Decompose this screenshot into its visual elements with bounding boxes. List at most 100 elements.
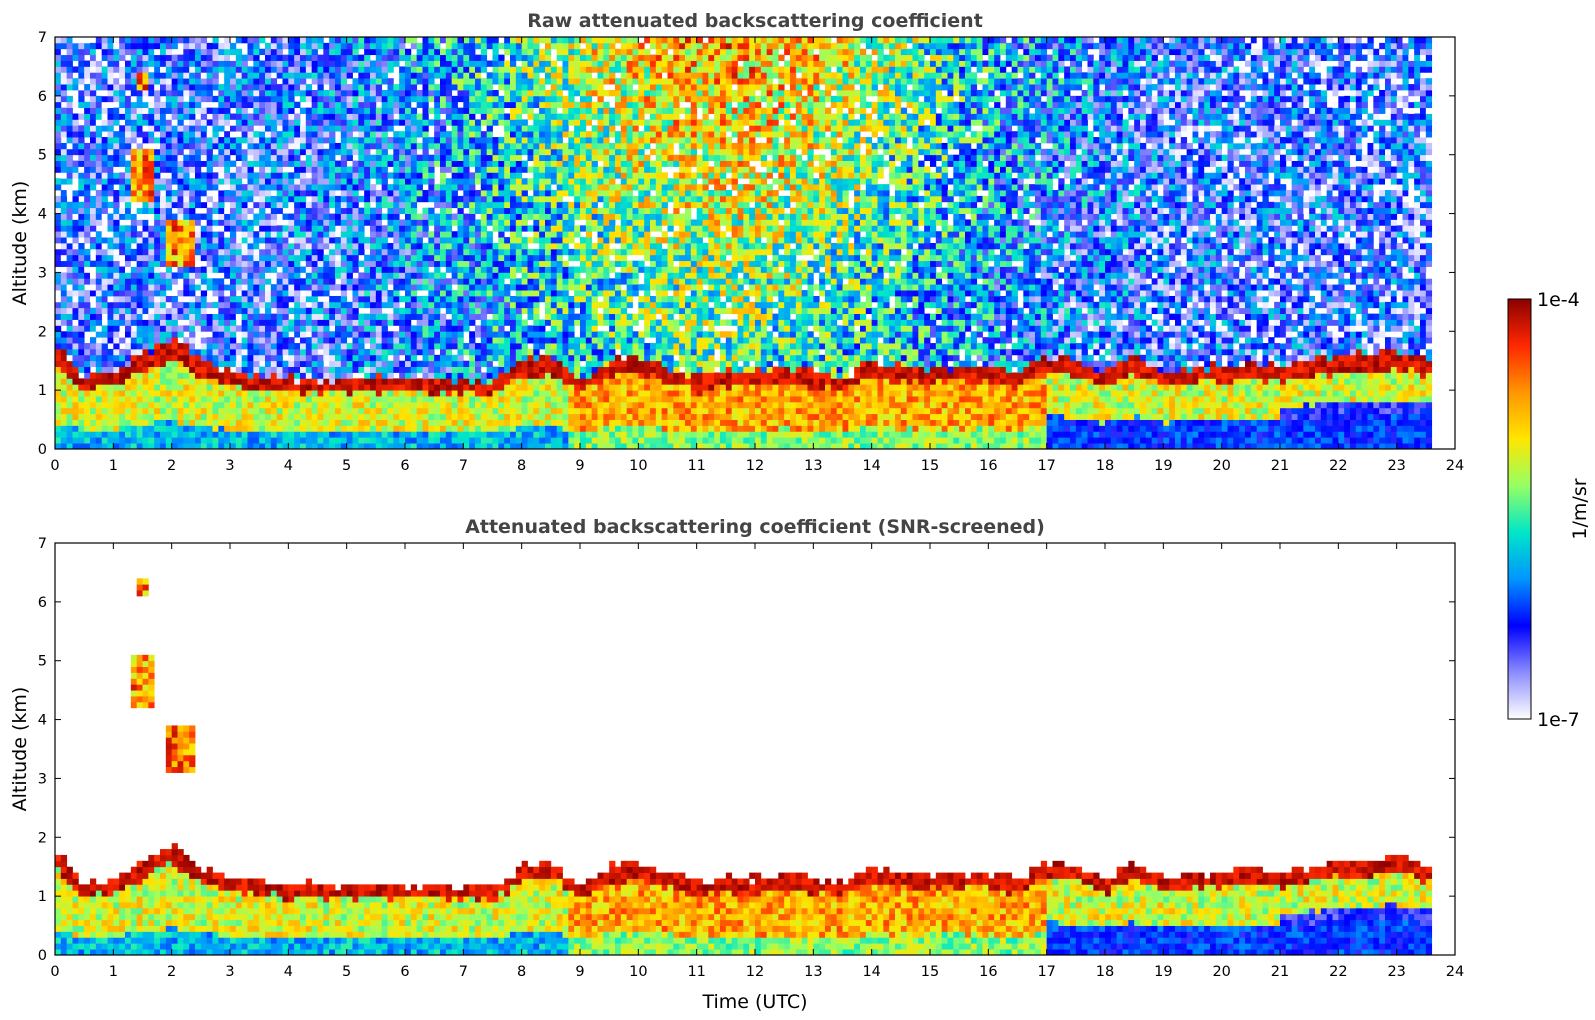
heatmap-cell [498,401,505,409]
heatmap-cell [375,142,383,150]
heatmap-cell [55,360,62,367]
heatmap-cell [276,354,283,362]
heatmap-cell [311,72,318,79]
heatmap-cell [66,295,73,303]
heatmap-cell [492,101,499,109]
heatmap-cell [136,254,143,262]
heatmap-cell [84,260,91,267]
heatmap-cell [323,243,330,250]
heatmap-cell [475,354,482,362]
heatmap-cell [235,101,243,109]
heatmap-cell [148,272,155,279]
heatmap-cell [78,101,85,109]
heatmap-cell [183,284,190,291]
heatmap-cell [107,160,114,167]
heatmap-cell [393,60,400,67]
heatmap-cell [364,201,371,209]
heatmap-cell [416,343,423,350]
heatmap-cell [218,225,225,232]
heatmap-cell [410,213,418,220]
heatmap-cell [206,78,213,85]
heatmap-cell [119,295,126,303]
heatmap-cell [253,231,260,238]
heatmap-cell [445,360,453,367]
heatmap-cell [206,119,213,126]
heatmap-cell [101,266,108,273]
heatmap-cell [265,113,272,120]
heatmap-cell [200,95,208,103]
heatmap-cell [480,131,488,138]
heatmap-cell [317,166,324,173]
heatmap-cell [440,131,447,138]
heatmap-cell [387,431,394,438]
heatmap-cell [235,125,243,132]
heatmap-cell [294,219,301,226]
heatmap-cell [375,266,383,273]
heatmap-cell [90,84,97,91]
heatmap-cell [235,48,243,56]
heatmap-cell [253,319,260,326]
heatmap-cell [66,325,73,332]
heatmap-cell [463,243,470,250]
heatmap-cell [463,60,470,67]
heatmap-cell [457,443,464,449]
heatmap-cell [165,313,173,320]
heatmap-cell [451,95,458,103]
heatmap-cell [375,325,383,332]
heatmap-cell [457,172,464,179]
heatmap-cell [195,401,202,409]
heatmap-cell [276,66,283,73]
heatmap-cell [224,113,231,120]
heatmap-cell [177,160,184,167]
heatmap-cell [224,437,231,444]
heatmap-cell [463,154,470,161]
heatmap-cell [183,390,190,397]
heatmap-cell [125,119,132,126]
heatmap-cell [142,243,149,250]
heatmap-cell [381,343,388,350]
heatmap-cell [346,390,353,397]
heatmap-cell [66,113,73,120]
heatmap-cell [352,89,359,97]
heatmap-cell [469,248,476,256]
heatmap-cell [381,266,388,273]
heatmap-cell [224,231,231,238]
heatmap-cell [107,313,114,320]
heatmap-cell [154,107,161,114]
heatmap-cell [294,348,301,356]
heatmap-cell [387,407,394,415]
heatmap-cell [107,237,114,244]
heatmap-cell [230,278,237,285]
heatmap-cell [364,313,371,320]
heatmap-cell [346,437,353,444]
heatmap-cell [381,425,388,432]
heatmap-cell [486,237,493,244]
heatmap-cell [480,66,488,73]
heatmap-cell [288,78,295,85]
heatmap-cell [405,137,412,144]
heatmap-cell [457,378,464,385]
heatmap-cell [492,331,499,338]
heatmap-cell [235,37,243,44]
heatmap-cell [434,148,441,156]
heatmap-cell [410,407,418,415]
heatmap-cell [410,225,418,232]
heatmap-cell [276,254,283,262]
heatmap-cell [340,125,348,132]
heatmap-cell [486,113,493,120]
heatmap-cell [195,95,202,103]
heatmap-cell [451,48,458,56]
heatmap-cell [171,66,178,73]
heatmap-cell [270,95,278,103]
heatmap-cell [270,313,278,320]
heatmap-cell [463,396,470,403]
heatmap-cell [440,37,447,44]
heatmap-cell [352,160,359,167]
heatmap-cell [253,178,260,185]
heatmap-cell [340,278,348,285]
heatmap-cell [160,131,167,138]
heatmap-cell [282,331,289,338]
heatmap-cell [364,184,371,191]
heatmap-cell [148,354,155,362]
heatmap-cell [300,148,307,156]
